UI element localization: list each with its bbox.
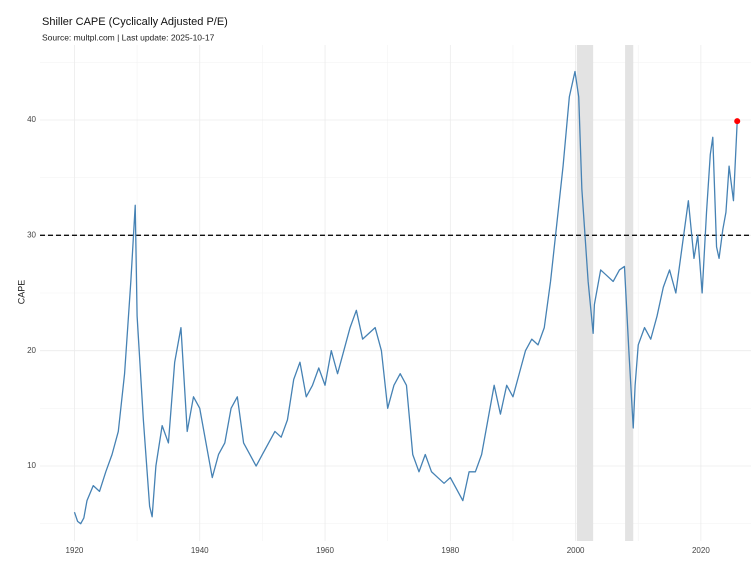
latest-point — [734, 118, 741, 125]
cape-line — [73, 70, 738, 525]
x-tick-label: 1980 — [441, 546, 459, 555]
y-tick-label: 10 — [27, 461, 36, 470]
y-tick-label: 20 — [27, 346, 36, 355]
y-tick-label: 40 — [27, 115, 36, 124]
chart-subtitle: Source: multpl.com | Last update: 2025-1… — [42, 32, 215, 42]
recession-band — [625, 45, 634, 541]
x-tick-label: 1960 — [316, 546, 334, 555]
y-axis-label: CAPE — [16, 280, 26, 305]
x-tick-label: 2020 — [692, 546, 710, 555]
x-tick-label: 2000 — [567, 546, 585, 555]
chart-title: Shiller CAPE (Cyclically Adjusted P/E) — [42, 16, 228, 28]
x-tick-label: 1920 — [66, 546, 84, 555]
y-tick-label: 30 — [27, 230, 36, 239]
x-tick-label: 1940 — [191, 546, 209, 555]
